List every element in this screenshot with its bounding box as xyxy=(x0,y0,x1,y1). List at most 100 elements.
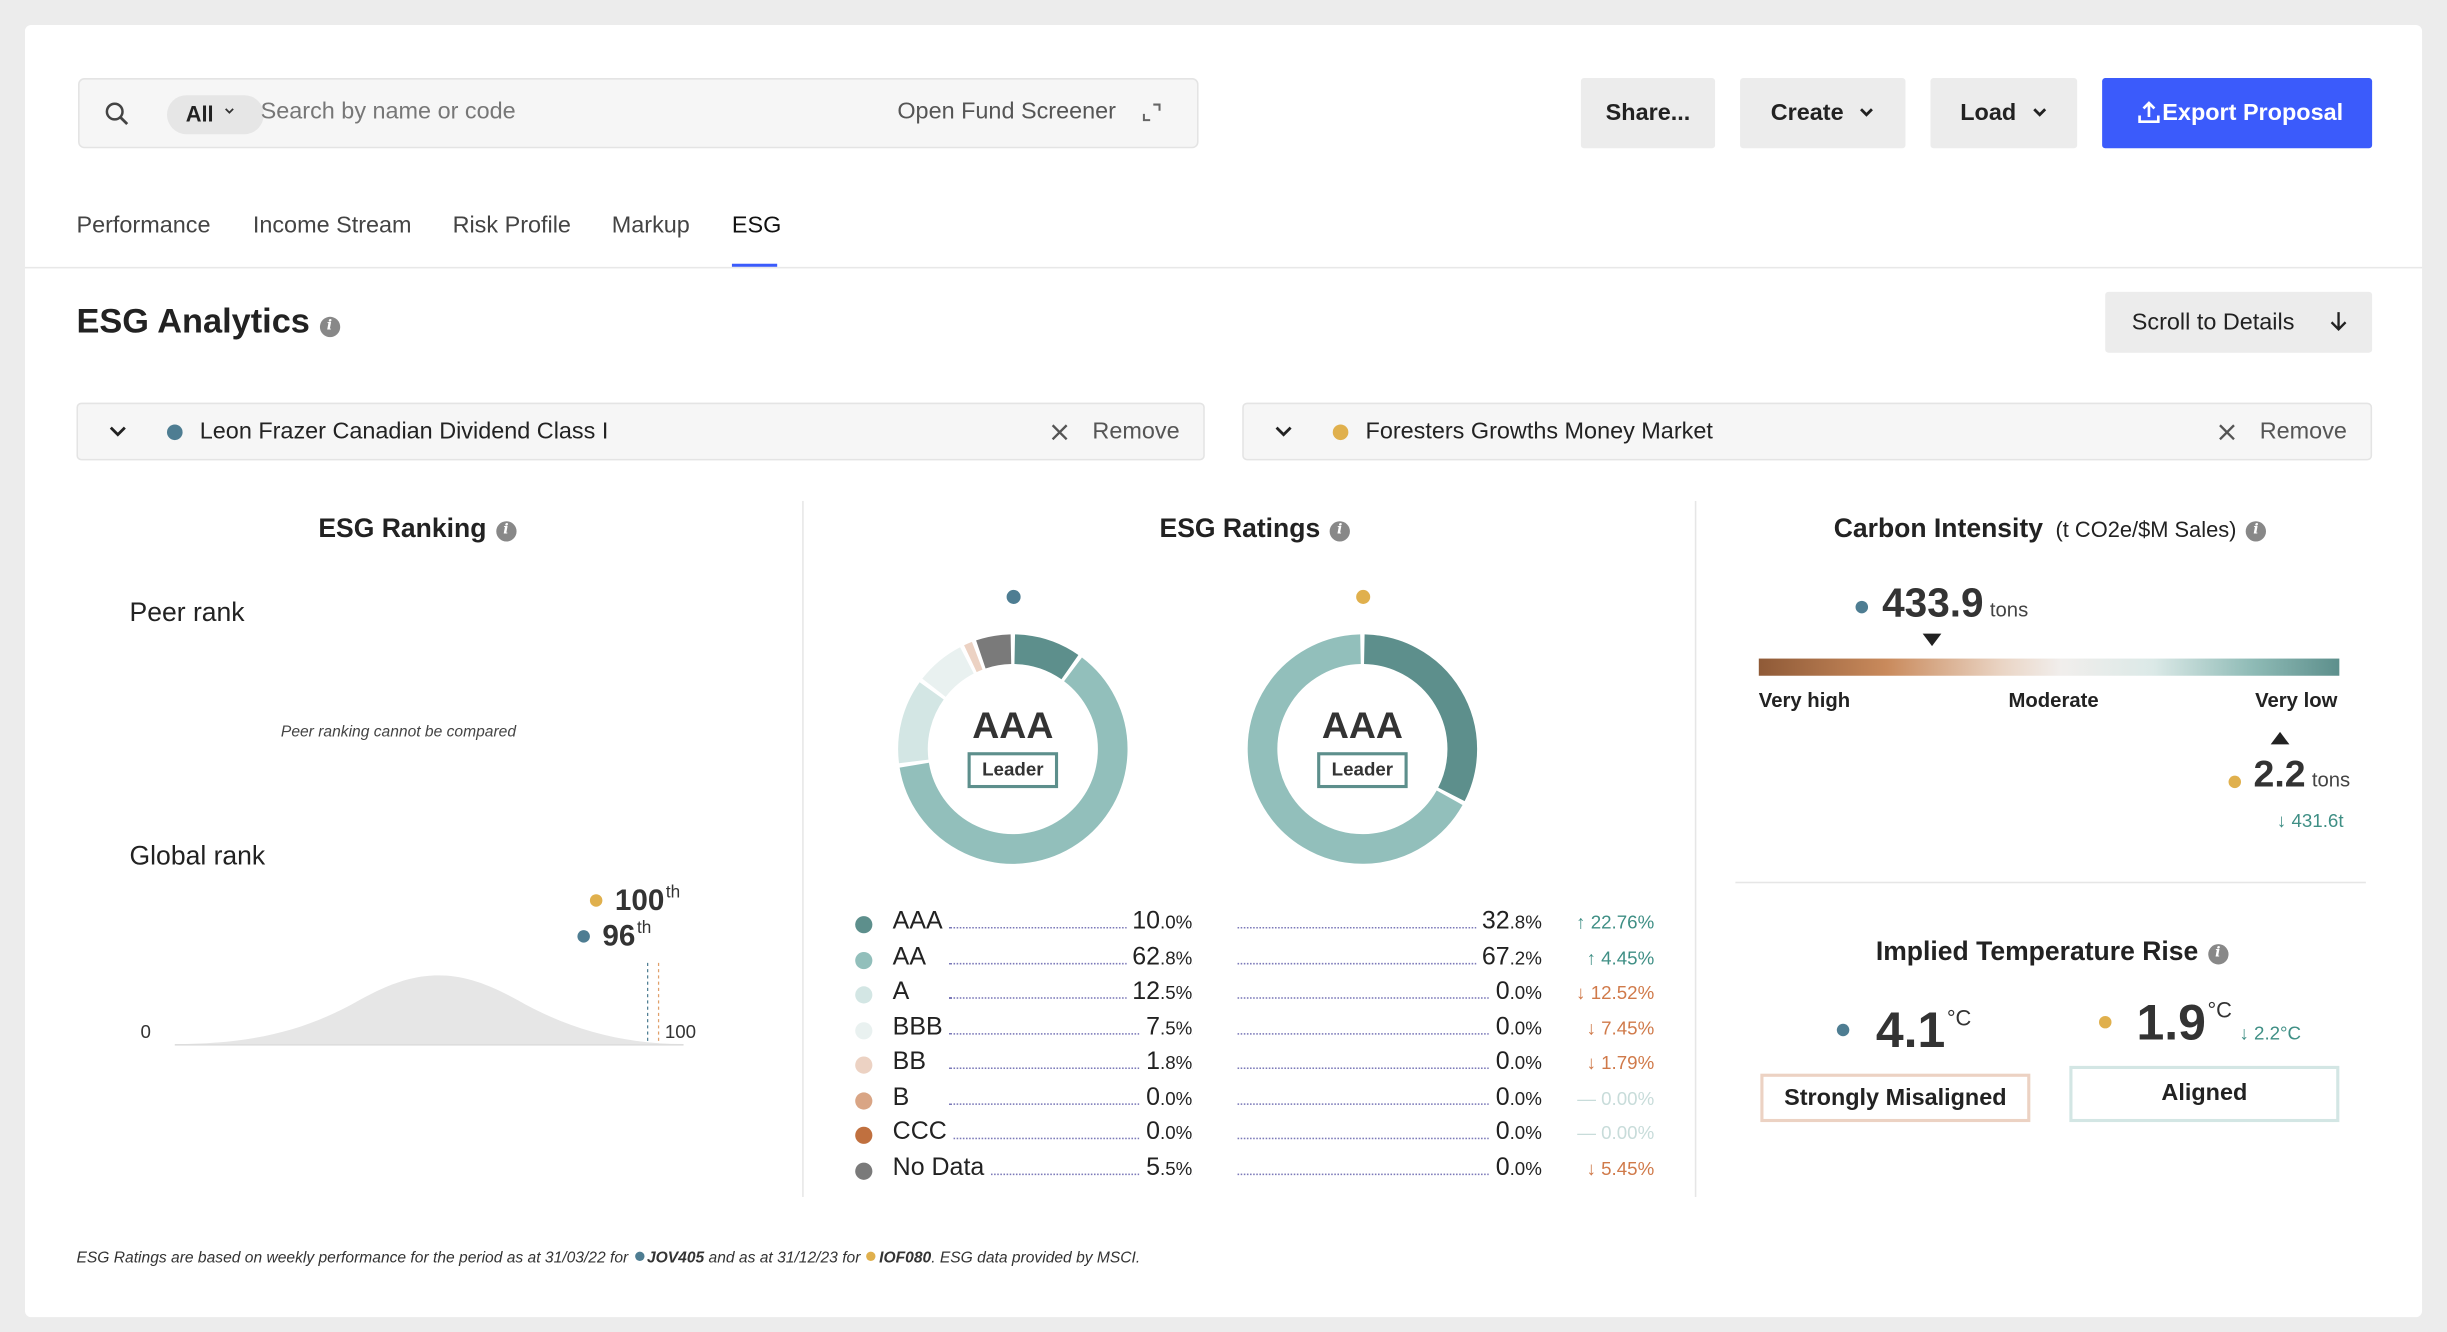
value-dec: .8% xyxy=(1509,911,1542,934)
donut-slice-bb xyxy=(964,641,983,673)
fund-b-rank-dot xyxy=(589,894,603,907)
info-icon[interactable]: i xyxy=(495,521,517,542)
legend-dot xyxy=(855,1162,873,1180)
legend-label: BBB xyxy=(892,1014,949,1043)
legend-row-bbb: BBB 7.5% 0.0% ↓ 7.45% xyxy=(855,1014,1654,1048)
carbon-difference: ↓ 431.6t xyxy=(2276,809,2344,832)
column-divider xyxy=(1694,500,1697,1197)
legend-row-aaa: AAA 10.0% 32.8% ↑ 22.76% xyxy=(855,908,1654,942)
value-dec: .8% xyxy=(1160,1051,1193,1074)
peer-rank-label: Peer rank xyxy=(129,597,245,628)
open-fund-screener-link[interactable]: Open Fund Screener xyxy=(897,98,1116,125)
fund-a-color-dot xyxy=(166,424,183,441)
value-int: 1 xyxy=(1146,1048,1161,1076)
info-icon[interactable]: i xyxy=(319,316,340,338)
search-bar[interactable]: All Search by name or code Open Fund Scr… xyxy=(78,78,1199,149)
fund-b-rank-value: 100 xyxy=(614,884,665,918)
carbon-title-text: Carbon Intensity xyxy=(1833,513,2044,544)
donut-slice-aaa xyxy=(1363,634,1478,802)
create-button[interactable]: Create xyxy=(1740,78,1906,149)
chevron-down-icon[interactable] xyxy=(109,424,126,438)
info-icon[interactable]: i xyxy=(2245,521,2267,542)
legend-row-b: B 0.0% 0.0% — 0.00% xyxy=(855,1084,1654,1119)
load-button[interactable]: Load xyxy=(1930,78,2078,149)
fund-a-carbon-dot xyxy=(1855,600,1869,614)
leader-line xyxy=(1237,1173,1539,1176)
tab-income-stream[interactable]: Income Stream xyxy=(252,212,412,239)
scale-label-very-low: Very low xyxy=(2255,688,2338,712)
carbon-scale-bar xyxy=(1758,658,2340,676)
fund-a-temp-status: Strongly Misaligned xyxy=(1760,1073,2031,1123)
close-icon[interactable] xyxy=(2218,423,2237,442)
fund-b-code: IOF080 xyxy=(879,1250,932,1268)
tab-risk-profile[interactable]: Risk Profile xyxy=(452,212,571,239)
info-icon[interactable]: i xyxy=(1329,521,1350,542)
create-label: Create xyxy=(1770,99,1844,127)
external-link-icon[interactable] xyxy=(1141,101,1163,123)
info-icon[interactable]: i xyxy=(2207,944,2228,965)
fund-a-footer-dot xyxy=(634,1251,644,1261)
fund-b-footer-dot xyxy=(866,1251,877,1261)
leader-line xyxy=(1237,926,1539,929)
footer-text: and as at 31/12/23 for xyxy=(708,1250,861,1268)
rating-difference: — 0.00% xyxy=(1577,1122,1655,1144)
leader-line xyxy=(948,1103,1193,1105)
value-int: 0 xyxy=(1495,1084,1510,1112)
tab-markup[interactable]: Markup xyxy=(611,212,690,239)
legend-row-ccc: CCC 0.0% 0.0% — 0.00% xyxy=(855,1118,1655,1153)
fund-a-rank-dot xyxy=(577,930,590,943)
header-divider xyxy=(24,266,2423,269)
carbon-intensity-title: Carbon Intensity (t CO2e/$M Sales) i xyxy=(1833,513,2267,544)
carbon-unit: (t CO2e/$M Sales) xyxy=(2055,516,2237,542)
carbon-value-unit: tons xyxy=(2311,767,2351,792)
leader-line xyxy=(948,1067,1193,1070)
value-int: 5 xyxy=(1146,1154,1161,1182)
fund-selector-a[interactable]: Leon Frazer Canadian Dividend Class I Re… xyxy=(76,402,1205,461)
chevron-down-icon xyxy=(225,108,234,114)
share-button[interactable]: Share... xyxy=(1580,78,1716,149)
upload-icon xyxy=(2138,101,2160,124)
esg-card: All Search by name or code Open Fund Scr… xyxy=(24,24,2423,1318)
fund-selector-b[interactable]: Foresters Growths Money Market Remove xyxy=(1242,402,2373,461)
value-int: 0 xyxy=(1146,1084,1161,1112)
legend-row-no-data: No Data 5.5% 0.0% ↓ 5.45% xyxy=(855,1154,1654,1189)
legend-dot xyxy=(855,1092,873,1110)
leader-line xyxy=(1237,997,1539,999)
remove-fund-b-button[interactable]: Remove xyxy=(2259,418,2347,445)
value-dec: .0% xyxy=(1509,1157,1542,1180)
fund-b-value: 0.0% xyxy=(1489,1154,1542,1183)
legend-label: A xyxy=(892,978,916,1007)
tab-esg[interactable]: ESG xyxy=(731,212,782,239)
remove-fund-a-button[interactable]: Remove xyxy=(1092,418,1180,445)
fund-a-temp-number: 4.1 xyxy=(1875,1001,1946,1059)
value-dec: .0% xyxy=(1509,981,1542,1004)
fund-a-value: 62.8% xyxy=(1125,944,1193,973)
fund-b-value: 0.0% xyxy=(1489,1048,1542,1077)
search-input[interactable]: Search by name or code xyxy=(260,98,516,125)
fund-b-grade: AAA xyxy=(1321,705,1403,748)
tab-performance[interactable]: Performance xyxy=(76,212,211,239)
fund-a-carbon-value: 433.9 tons xyxy=(1882,579,2028,627)
fund-a-ratings-donut xyxy=(898,634,1128,864)
footer-text: ESG Ratings are based on weekly performa… xyxy=(76,1250,629,1268)
filter-dropdown[interactable]: All xyxy=(166,95,264,135)
scale-label-very-high: Very high xyxy=(1758,688,1851,712)
fund-b-carbon-dot xyxy=(2228,775,2242,789)
donut-slice-a xyxy=(898,682,945,764)
chevron-down-icon[interactable] xyxy=(1275,424,1292,438)
rating-difference: ↑ 22.76% xyxy=(1576,911,1655,934)
leader-line xyxy=(1237,1067,1539,1070)
value-dec: .0% xyxy=(1509,1087,1542,1110)
export-proposal-button[interactable]: Export Proposal xyxy=(2102,78,2373,149)
scroll-to-details-button[interactable]: Scroll to Details xyxy=(2105,291,2373,353)
value-dec: .5% xyxy=(1160,1157,1193,1180)
value-int: 62 xyxy=(1132,944,1161,971)
load-label: Load xyxy=(1960,99,2017,127)
filter-label: All xyxy=(185,101,214,127)
close-icon[interactable] xyxy=(1050,423,1069,442)
active-tab-indicator xyxy=(731,263,778,267)
footer-note: ESG Ratings are based on weekly performa… xyxy=(76,1250,1140,1267)
value-int: 0 xyxy=(1495,1014,1510,1041)
fund-a-rank-value: 96 xyxy=(602,920,636,954)
value-dec: .0% xyxy=(1509,1051,1542,1074)
